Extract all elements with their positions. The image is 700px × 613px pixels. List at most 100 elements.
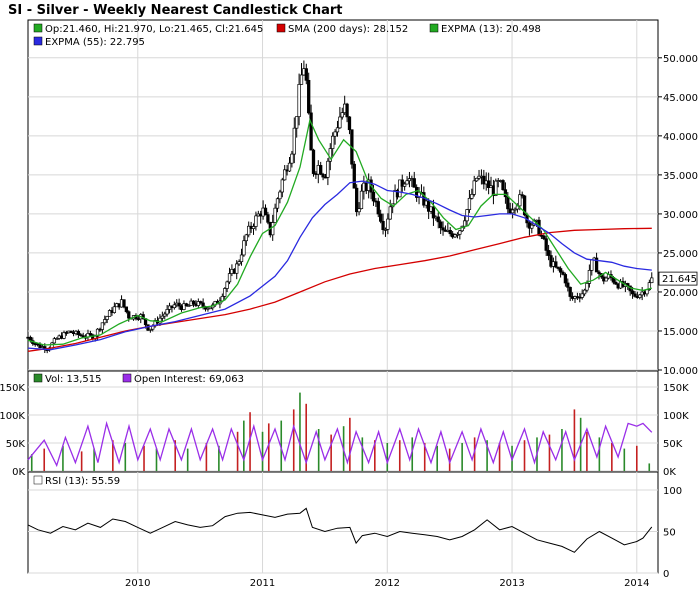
candle-down	[88, 333, 93, 336]
volume-bar	[586, 431, 588, 471]
candle-up	[513, 208, 517, 211]
candle-down	[426, 200, 431, 212]
candle-up	[518, 194, 522, 207]
volume-bar	[411, 437, 414, 471]
candle-down	[122, 299, 126, 308]
candle-down	[319, 165, 323, 175]
volume-bar	[112, 440, 114, 471]
candle-up	[582, 289, 587, 295]
candle-up	[386, 218, 390, 230]
y-tick-label: 50.000	[663, 54, 698, 65]
candle-up	[587, 270, 592, 284]
candle-up	[95, 328, 100, 337]
candle-up	[235, 263, 239, 274]
candle-up	[242, 240, 246, 256]
y-tick-label: 10.000	[663, 366, 698, 377]
ema55-legend-label: EXPMA (55): 22.795	[45, 37, 145, 48]
y-tick-label: 50	[663, 528, 676, 539]
candle-down	[549, 255, 553, 267]
candle-up	[237, 261, 241, 265]
volume-bar	[93, 448, 95, 471]
candle-up	[650, 277, 654, 284]
volume-bar	[573, 409, 576, 471]
volume-bar	[598, 437, 601, 471]
candle-down	[69, 330, 73, 334]
candle-down	[266, 214, 270, 223]
rsi-legend: RSI (13): 55.59	[33, 475, 120, 487]
x-tick-label: 2010	[125, 578, 150, 589]
rsi-polyline	[27, 507, 653, 553]
oi-legend-label: Open Interest: 69,063	[134, 374, 244, 385]
x-tick-label: 2012	[375, 578, 400, 589]
candle-down	[436, 216, 440, 223]
y-tick-label-right: 100K	[663, 411, 689, 422]
volume-bar	[124, 443, 127, 471]
y-tick-label: 25.000	[663, 249, 698, 260]
candle-up	[244, 234, 248, 242]
candle-down	[594, 257, 599, 273]
last-price-label: 21.645	[662, 274, 697, 285]
volume-bar	[486, 440, 488, 471]
y-tick-label: 30.000	[663, 210, 698, 221]
candle-up	[105, 316, 109, 320]
candle-down	[321, 173, 325, 178]
candle-down	[184, 303, 188, 307]
candle-up	[417, 191, 421, 198]
candle-down	[431, 206, 436, 219]
candlesticks	[26, 60, 654, 354]
volume-bar	[461, 443, 463, 471]
volume-bar	[62, 445, 64, 471]
volume-bar	[80, 451, 83, 471]
candle-up	[462, 220, 467, 227]
last-price-box	[658, 271, 698, 286]
candle-up	[326, 160, 330, 178]
candle-up	[52, 338, 57, 344]
candle-up	[357, 208, 361, 213]
candle-down	[76, 330, 81, 336]
candle-down	[501, 180, 505, 191]
candle-up	[647, 282, 652, 291]
volume-bar	[423, 443, 426, 471]
y-tick-label-right: 150K	[663, 383, 689, 394]
candle-up	[472, 180, 476, 195]
x-tick-label: 2013	[499, 578, 524, 589]
ohlc-legend-label: Op:21.460, Hi:21.970, Lo:21.465, Cl:21.6…	[45, 24, 263, 35]
candle-down	[558, 268, 563, 273]
rsi-grid	[28, 472, 658, 574]
price-legend: Op:21.460, Hi:21.970, Lo:21.465, Cl:21.6…	[33, 23, 541, 48]
ema55-legend-swatch	[33, 36, 43, 46]
candle-down	[482, 175, 486, 185]
candle-up	[271, 222, 275, 236]
candle-up	[208, 307, 212, 310]
candle-up	[331, 135, 335, 149]
candle-up	[338, 116, 342, 129]
candle-up	[172, 304, 176, 309]
y-tick-label: 45.000	[663, 93, 698, 104]
candle-up	[187, 305, 191, 307]
candle-down	[561, 271, 565, 275]
candle-up	[107, 310, 112, 317]
candle-down	[304, 68, 308, 81]
y-tick-label-right: 50K	[663, 439, 683, 450]
candle-up	[510, 209, 515, 214]
candle-down	[563, 274, 568, 284]
candle-up	[297, 84, 301, 117]
rsi-legend-label: RSI (13): 55.59	[45, 476, 120, 487]
candle-up	[403, 183, 407, 187]
candle-up	[398, 179, 402, 198]
candle-up	[604, 277, 608, 282]
candle-up	[465, 209, 469, 222]
candle-up	[467, 197, 472, 210]
price-axis: 10.000 15.000 20.000 25.000 30.000 35.000 40.0…	[658, 54, 698, 377]
candle-down	[554, 261, 558, 268]
candle-up	[453, 234, 457, 238]
y-tick-label: 15.000	[663, 327, 698, 338]
candle-up	[100, 322, 105, 330]
candle-up	[383, 229, 388, 231]
candle-down	[311, 149, 316, 174]
candle-up	[335, 127, 340, 133]
candle-down	[597, 271, 601, 274]
volume-bar	[305, 403, 307, 471]
sma-legend-label: SMA (200 days): 28.152	[288, 24, 408, 35]
